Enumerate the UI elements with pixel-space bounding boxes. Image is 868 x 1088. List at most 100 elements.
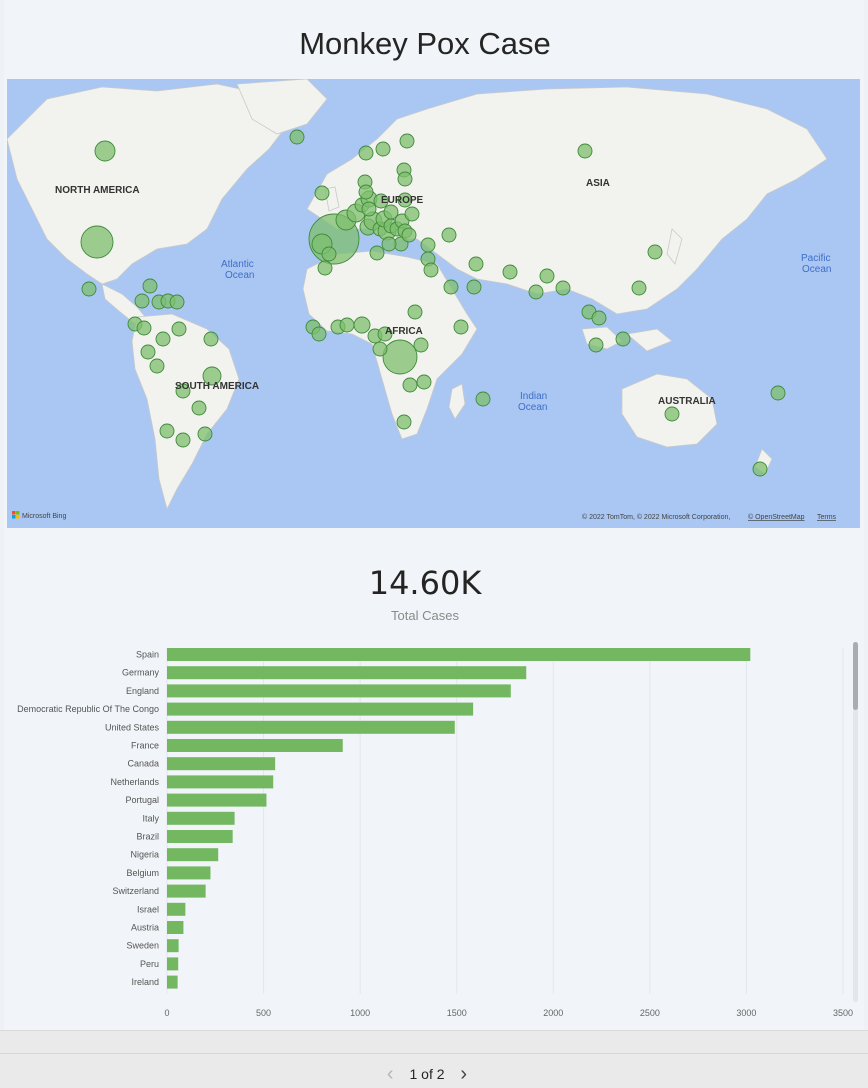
map-bubble[interactable]: [149, 358, 165, 374]
bar-chart-svg[interactable]: 0 500 1000 1500 2000 2500 3000 3500 Spain Germany…: [4, 640, 860, 1020]
map-bubble[interactable]: [397, 192, 413, 208]
x-tick-label: 1500: [447, 1008, 467, 1018]
terms-link[interactable]: Terms: [817, 514, 837, 521]
map-bubble[interactable]: [94, 140, 116, 162]
map-bubble[interactable]: [175, 432, 191, 448]
map-bubble[interactable]: [361, 201, 377, 217]
map-bubble[interactable]: [197, 426, 213, 442]
bubble-layer[interactable]: [80, 129, 786, 477]
bar[interactable]: [167, 811, 235, 825]
map-bubble[interactable]: [358, 145, 374, 161]
map-bubble[interactable]: [397, 171, 413, 187]
bar[interactable]: [167, 648, 751, 661]
map-bubble[interactable]: [372, 341, 388, 357]
map-bubble[interactable]: [311, 326, 327, 342]
map-bubble[interactable]: [202, 366, 222, 386]
bar[interactable]: [167, 739, 343, 752]
map-canvas[interactable]: NORTH AMERICA EUROPE ASIA AFRICA SOUTH A…: [7, 79, 860, 528]
map-bubble[interactable]: [171, 321, 187, 337]
category-label: Ireland: [131, 977, 159, 987]
map-bubble[interactable]: [475, 391, 491, 407]
map-bubble[interactable]: [631, 280, 647, 296]
map-bubble[interactable]: [377, 326, 393, 342]
bar[interactable]: [167, 684, 511, 698]
bar[interactable]: [167, 702, 474, 716]
map-bubble[interactable]: [314, 185, 330, 201]
chart-scrollbar-thumb[interactable]: [853, 642, 858, 710]
map-bubble[interactable]: [159, 423, 175, 439]
bar[interactable]: [167, 775, 274, 789]
chevron-left-icon[interactable]: ‹: [386, 1063, 394, 1086]
map-bubble[interactable]: [402, 377, 418, 393]
map-bubble[interactable]: [770, 385, 786, 401]
map-bubble[interactable]: [382, 339, 418, 375]
map-bubble[interactable]: [401, 227, 417, 243]
map-bubble[interactable]: [539, 268, 555, 284]
map-bubble[interactable]: [381, 236, 397, 252]
map-bubble[interactable]: [375, 141, 391, 157]
map-bubble[interactable]: [399, 133, 415, 149]
bar[interactable]: [167, 666, 527, 680]
map-bubble[interactable]: [373, 193, 389, 209]
map-bubble[interactable]: [353, 316, 371, 334]
map-bubble[interactable]: [155, 331, 171, 347]
osm-link[interactable]: © OpenStreetMap: [748, 513, 805, 521]
bar[interactable]: [167, 866, 211, 880]
chart-scrollbar[interactable]: [853, 642, 858, 1002]
map-bubble[interactable]: [423, 262, 439, 278]
bubble-map[interactable]: NORTH AMERICA EUROPE ASIA AFRICA SOUTH A…: [7, 79, 860, 528]
map-bubble[interactable]: [443, 279, 459, 295]
map-bubble[interactable]: [203, 331, 219, 347]
map-bubble[interactable]: [191, 400, 207, 416]
map-bubble[interactable]: [555, 280, 571, 296]
chevron-right-icon[interactable]: ›: [460, 1063, 468, 1086]
map-bubble[interactable]: [588, 337, 604, 353]
bar[interactable]: [167, 975, 178, 989]
map-bubble[interactable]: [80, 225, 114, 259]
map-bubble[interactable]: [441, 227, 457, 243]
bar[interactable]: [167, 793, 267, 807]
bar-chart[interactable]: 0 500 1000 1500 2000 2500 3000 3500 Spain Germany…: [4, 640, 860, 1024]
map-bubble[interactable]: [453, 319, 469, 335]
map-bubble[interactable]: [369, 245, 385, 261]
map-bubble[interactable]: [134, 293, 150, 309]
map-bubble[interactable]: [416, 374, 432, 390]
bar[interactable]: [167, 848, 219, 862]
map-bubble[interactable]: [142, 278, 158, 294]
map-bubble[interactable]: [339, 317, 355, 333]
map-bubble[interactable]: [383, 204, 399, 220]
map-bubble[interactable]: [175, 383, 191, 399]
map-bubble[interactable]: [591, 310, 607, 326]
map-bubble[interactable]: [466, 279, 482, 295]
map-bubble[interactable]: [317, 260, 333, 276]
map-bubble[interactable]: [140, 344, 156, 360]
map-bubble[interactable]: [420, 237, 436, 253]
map-bubble[interactable]: [81, 281, 97, 297]
bar[interactable]: [167, 921, 184, 934]
map-bubble[interactable]: [752, 461, 768, 477]
map-bubble[interactable]: [664, 406, 680, 422]
map-bubble[interactable]: [615, 331, 631, 347]
map-bubble[interactable]: [413, 337, 429, 353]
map-bubble[interactable]: [468, 256, 484, 272]
map-bubble[interactable]: [528, 284, 544, 300]
bar[interactable]: [167, 757, 276, 771]
map-bubble[interactable]: [358, 184, 374, 200]
map-bubble[interactable]: [321, 246, 337, 262]
map-bubble[interactable]: [404, 206, 420, 222]
category-label: Nigeria: [130, 850, 159, 860]
bar[interactable]: [167, 720, 455, 734]
map-bubble[interactable]: [396, 414, 412, 430]
bar[interactable]: [167, 830, 233, 843]
map-bubble[interactable]: [502, 264, 518, 280]
map-bubble[interactable]: [647, 244, 663, 260]
map-bubble[interactable]: [136, 320, 152, 336]
bar[interactable]: [167, 939, 179, 953]
map-bubble[interactable]: [169, 294, 185, 310]
map-bubble[interactable]: [289, 129, 305, 145]
bar[interactable]: [167, 957, 179, 971]
map-bubble[interactable]: [577, 143, 593, 159]
bar[interactable]: [167, 884, 206, 898]
bar[interactable]: [167, 902, 186, 916]
map-bubble[interactable]: [407, 304, 423, 320]
